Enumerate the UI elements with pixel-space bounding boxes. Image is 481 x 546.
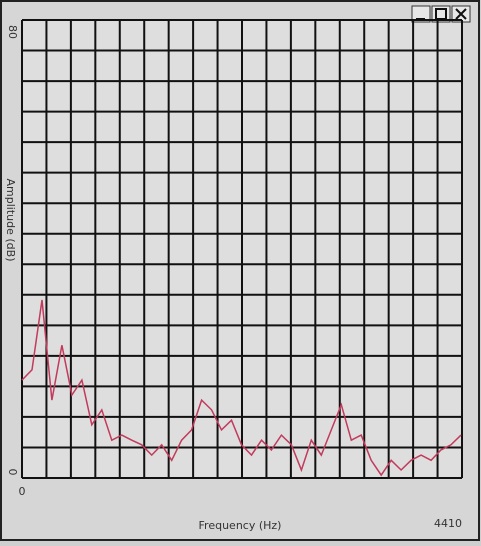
x-tick-label: 0 (19, 485, 26, 498)
y-tick-label: 0 (6, 469, 19, 476)
y-tick-label: 80 (6, 25, 19, 39)
y-axis-label: Amplitude (dB) (4, 179, 17, 262)
window: Amplitude (dB) Frequency (Hz) 0 80 0 4410 (0, 0, 481, 542)
x-tick-label: 4410 (434, 517, 462, 530)
x-axis-label: Frequency (Hz) (199, 519, 282, 532)
